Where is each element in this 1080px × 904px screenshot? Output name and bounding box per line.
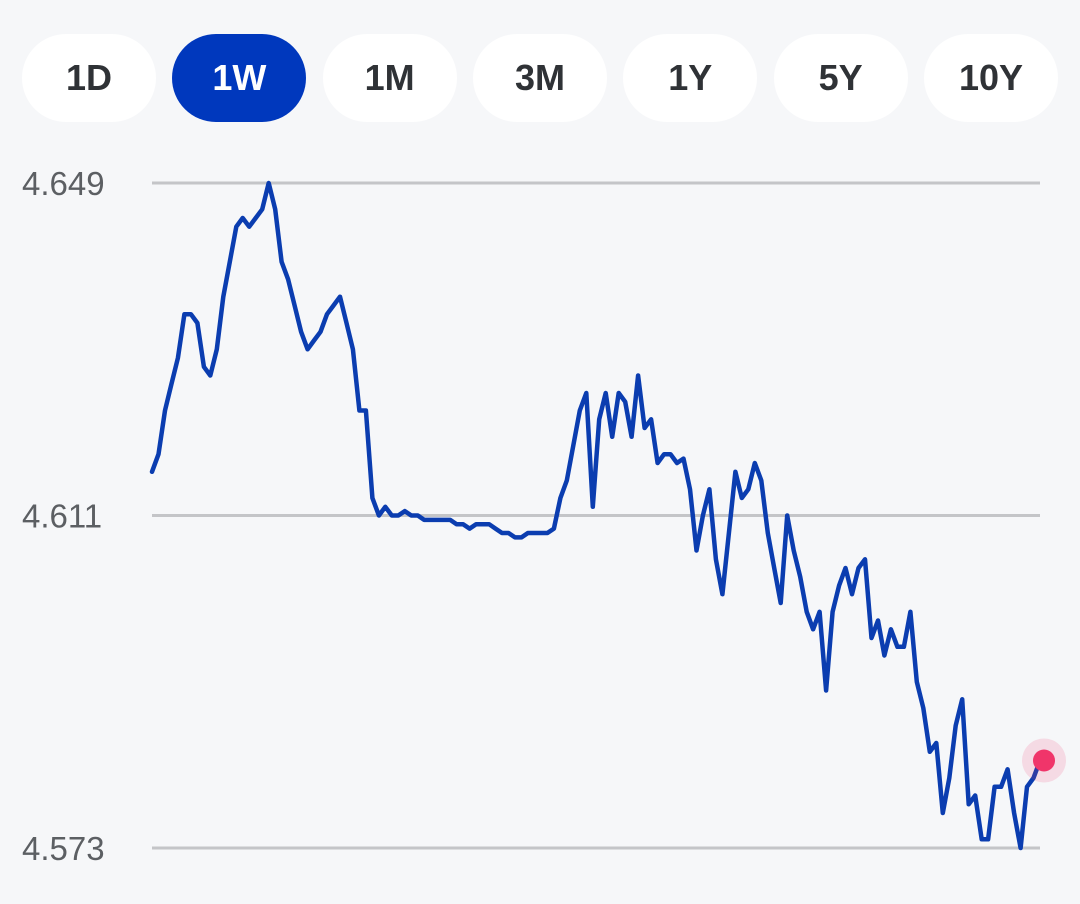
y-tick-label-bg	[18, 494, 114, 537]
range-tab-5y[interactable]: 5Y	[773, 34, 908, 122]
current-value-marker	[1033, 749, 1055, 772]
range-selector: 1D 1W 1M 3M 1Y 5Y 10Y	[22, 34, 1058, 122]
range-tab-1m[interactable]: 1M	[322, 34, 457, 122]
y-tick-label-bg	[18, 827, 114, 869]
range-tab-10y[interactable]: 10Y	[923, 34, 1058, 122]
chart-series	[149, 180, 1066, 851]
chart-grid	[152, 181, 1040, 850]
price-line	[149, 180, 1043, 851]
y-tick-label: 4.649	[22, 165, 105, 202]
range-tab-3m[interactable]: 3M	[472, 34, 607, 122]
y-axis-labels: 4.649 4.611 4.573	[18, 162, 114, 869]
range-tab-1w[interactable]: 1W	[172, 34, 307, 122]
y-tick-label: 4.573	[22, 830, 105, 867]
y-tick-label-bg	[18, 162, 114, 204]
y-tick-label: 4.611	[22, 498, 102, 535]
range-tab-1y[interactable]: 1Y	[623, 34, 758, 122]
range-tab-1d[interactable]: 1D	[22, 34, 156, 122]
